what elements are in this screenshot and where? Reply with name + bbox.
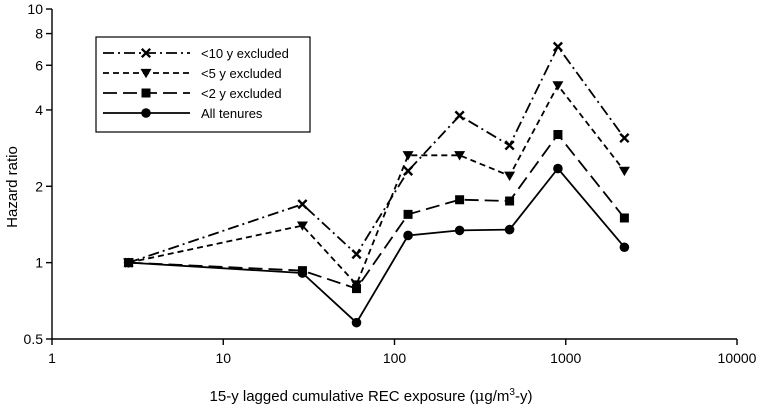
y-tick-label: 2 — [35, 178, 43, 194]
x-tick-label: 10000 — [718, 350, 757, 366]
data-point-square-marker — [505, 196, 515, 206]
data-point-square-marker — [141, 88, 151, 98]
data-point-triangle-marker — [618, 166, 630, 177]
data-point-circle-marker — [454, 225, 465, 236]
data-point-x-marker — [297, 199, 308, 210]
legend-item: All tenures — [103, 106, 263, 121]
data-point-circle-marker — [403, 230, 413, 241]
data-point-circle-marker — [297, 268, 308, 278]
data-point-triangle-marker — [552, 81, 564, 91]
data-point-triangle-marker — [504, 171, 516, 182]
y-tick-label: 6 — [35, 57, 43, 73]
data-point-x-marker — [619, 132, 630, 144]
data-point-x-marker — [504, 140, 515, 151]
series-line — [128, 167, 626, 325]
y-axis-title: Hazard ratio — [4, 146, 21, 228]
data-point-square-marker — [619, 213, 629, 223]
legend-item: <2 y excluded — [103, 86, 282, 101]
data-point-square-marker — [455, 195, 465, 205]
data-point-circle-marker — [553, 163, 563, 174]
y-tick-label: 0.5 — [24, 331, 44, 347]
x-axis-title-superscript: 3 — [509, 387, 515, 398]
x-tick-label: 10 — [215, 350, 231, 366]
data-point-circle-marker — [123, 257, 134, 268]
legend-item: <5 y excluded — [103, 66, 282, 81]
legend-label: <10 y excluded — [201, 46, 289, 61]
data-point-triangle-marker — [402, 151, 414, 161]
data-point-square-marker — [403, 209, 413, 219]
data-point-triangle-marker — [140, 68, 152, 79]
data-point-circle-marker — [141, 108, 151, 118]
x-tick-label: 1000 — [550, 350, 581, 366]
series-3 — [123, 163, 630, 328]
series-2 — [124, 130, 629, 294]
data-point-x-marker — [140, 47, 152, 59]
data-point-x-marker — [403, 165, 414, 176]
data-point-circle-marker — [619, 242, 630, 253]
x-tick-label: 100 — [383, 350, 407, 366]
x-axis-title-mu: μ — [475, 387, 485, 405]
series-layer — [123, 41, 630, 328]
legend-label: All tenures — [201, 106, 263, 121]
series-line — [128, 44, 626, 264]
y-tick-label: 1 — [35, 255, 43, 271]
data-point-x-marker — [351, 249, 362, 260]
legend-label: <2 y excluded — [201, 86, 282, 101]
x-tick-label: 1 — [48, 350, 56, 366]
series-0 — [123, 41, 630, 268]
series-line — [128, 83, 626, 287]
data-point-x-marker — [454, 110, 465, 121]
y-tick-label: 8 — [35, 26, 43, 42]
data-point-square-marker — [553, 130, 563, 140]
y-tick-label: 4 — [35, 102, 43, 118]
legend: <10 y excluded <5 y excluded <2 y excluded… — [95, 36, 311, 133]
data-point-circle-marker — [351, 317, 362, 328]
y-tick-label: 10 — [27, 1, 43, 17]
data-point-x-marker — [552, 41, 563, 52]
legend-item: <10 y excluded — [103, 46, 289, 61]
x-axis-title: 15-y lagged cumulative REC exposure (μg/… — [210, 387, 533, 405]
series-line — [128, 133, 626, 290]
data-point-triangle-marker — [296, 221, 308, 231]
data-point-triangle-marker — [454, 151, 466, 161]
data-point-square-marker — [352, 284, 362, 294]
data-point-circle-marker — [504, 224, 515, 235]
legend-label: <5 y excluded — [201, 66, 282, 81]
